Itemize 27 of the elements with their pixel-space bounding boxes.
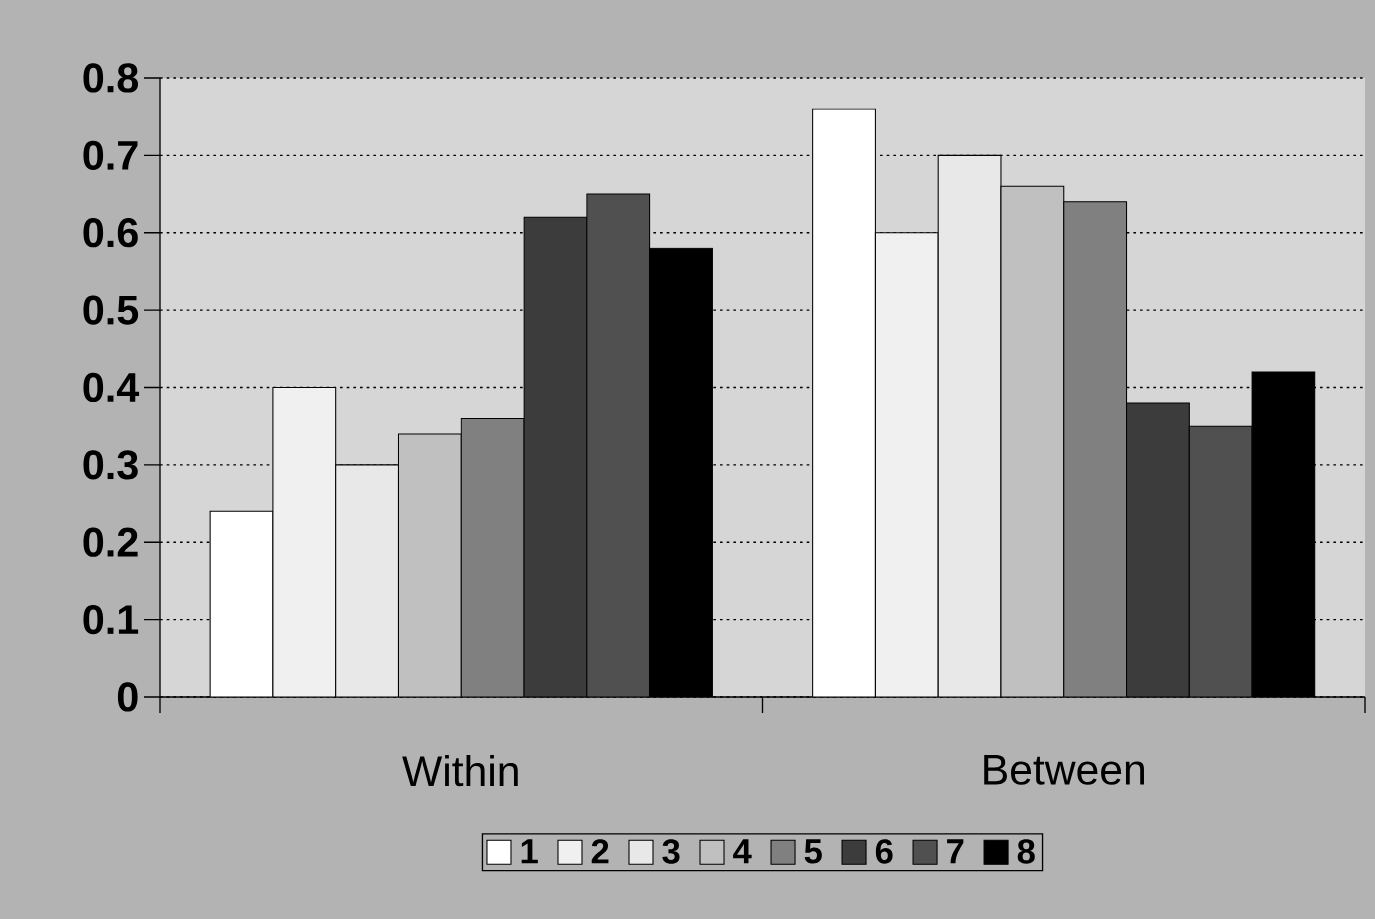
legend-label: 1 xyxy=(521,839,538,864)
y-tick-label: 0.6 xyxy=(83,218,138,248)
y-tick-label: 0.3 xyxy=(83,450,138,480)
bar xyxy=(397,433,462,697)
legend-label: 3 xyxy=(662,839,680,864)
legend-label: 2 xyxy=(591,839,609,864)
y-tick-label: 0.1 xyxy=(83,604,139,635)
y-tick-label: 0.4 xyxy=(83,372,140,403)
bar xyxy=(523,216,588,697)
bar xyxy=(209,510,274,697)
bar xyxy=(1126,402,1190,697)
y-tick-label: 0.5 xyxy=(83,295,139,325)
legend-label: 4 xyxy=(733,839,752,864)
legend-label: 6 xyxy=(875,839,893,864)
x-tick-label: Within xyxy=(402,755,518,787)
y-tick-label: 0.2 xyxy=(83,527,138,557)
bar xyxy=(1063,201,1128,697)
bar xyxy=(1000,185,1065,697)
legend-label: 5 xyxy=(804,839,822,864)
y-tick-label: 0.7 xyxy=(83,140,138,170)
legend-label: 7 xyxy=(947,839,964,864)
bar xyxy=(460,417,525,697)
y-tick-label: 0.8 xyxy=(83,63,139,93)
legend-label: 8 xyxy=(1017,839,1035,864)
x-tick-label: Between xyxy=(984,755,1144,785)
y-tick-label: 0 xyxy=(117,682,138,712)
bar xyxy=(812,108,876,697)
